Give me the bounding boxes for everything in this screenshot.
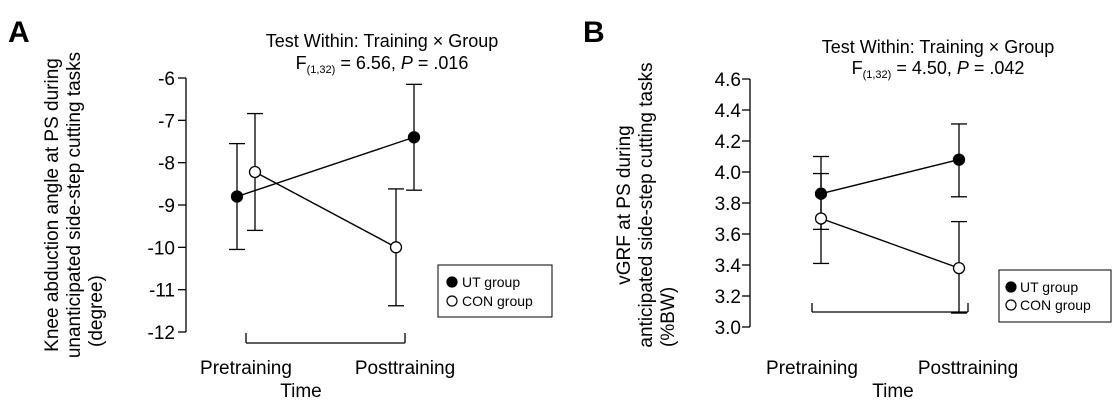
- legend-box: [998, 269, 1112, 323]
- y-tick-label: 3.0: [715, 318, 741, 339]
- y-tick-label: 3.2: [715, 287, 741, 308]
- data-point-con: [952, 261, 966, 275]
- data-point-ut: [814, 187, 828, 200]
- data-markers: [814, 153, 966, 275]
- y-tick-label: -11: [149, 281, 175, 302]
- legend-open-marker: [1005, 299, 1017, 311]
- x-axis: Pretraining Posttraining: [766, 303, 1018, 379]
- x-axis-label: Time: [872, 381, 914, 402]
- data-point-ut: [230, 190, 244, 203]
- y-axis-label-line-2: unanticipated side-step cutting tasks: [64, 52, 85, 358]
- y-tick-label: -7: [158, 111, 175, 132]
- y-axis-label: vGRF at PS during anticipated side-step …: [614, 62, 679, 347]
- x-tick-label: Posttraining: [355, 358, 455, 379]
- chart-stat: F(1,32) = 4.50, P = .042: [852, 58, 1025, 81]
- series-lines: [820, 158, 960, 269]
- legend-open-marker: [446, 295, 458, 307]
- panel-a: A Knee abduction angle at PS during unan…: [8, 16, 553, 402]
- panel-b: B vGRF at PS during anticipated side-ste…: [583, 16, 1112, 402]
- data-point-ut: [952, 153, 966, 166]
- data-markers: [230, 131, 421, 254]
- series-line-con: [254, 171, 397, 248]
- y-tick-label: 4.2: [715, 132, 741, 153]
- data-point-con: [248, 165, 262, 179]
- y-tick-label: 4.0: [715, 163, 741, 184]
- legend: UT group CON group: [437, 264, 553, 318]
- legend-filled-marker: [446, 276, 458, 288]
- legend-filled-marker: [1005, 281, 1017, 293]
- y-tick-label: 3.8: [715, 194, 741, 215]
- chart-stat: F(1,32) = 6.56, P = .016: [296, 53, 469, 76]
- series-lines: [236, 136, 415, 248]
- y-tick-label: -9: [158, 196, 175, 217]
- legend-box: [437, 264, 553, 318]
- error-bars: [813, 123, 967, 314]
- y-tick-label: 3.4: [715, 256, 742, 277]
- data-point-con: [814, 212, 828, 225]
- x-tick-label: Posttraining: [918, 358, 1018, 379]
- y-axis-label-line-3: (%BW): [658, 287, 679, 347]
- x-tick-label: Pretraining: [200, 358, 292, 379]
- legend-entry-ut: UT group: [462, 274, 520, 290]
- legend-entry-ut: UT group: [1020, 279, 1078, 295]
- data-point-con: [389, 241, 403, 254]
- data-point-ut: [407, 131, 421, 144]
- y-axis-label-line-3: (degree): [86, 275, 107, 347]
- legend: UT group CON group: [998, 269, 1112, 323]
- y-axis: 4.6 4.4 4.2 4.0 3.8 3.6 3.4 3.2 3.0: [715, 70, 751, 339]
- series-line-ut: [820, 158, 960, 195]
- x-tick-label: Pretraining: [766, 358, 858, 379]
- x-axis-label: Time: [280, 381, 322, 402]
- y-axis-label: Knee abduction angle at PS during unanti…: [42, 52, 107, 358]
- panel-letter-b: B: [583, 16, 605, 49]
- x-axis: Pretraining Posttraining: [200, 333, 455, 379]
- error-bars: [229, 83, 422, 307]
- chart-title: Test Within: Training × Group: [266, 31, 499, 51]
- y-axis-label-line-1: Knee abduction angle at PS during: [42, 58, 63, 352]
- y-tick-label: -12: [148, 323, 175, 344]
- panel-letter-a: A: [8, 16, 30, 49]
- y-axis-label-line-1: vGRF at PS during: [614, 125, 635, 284]
- y-tick-label: -6: [158, 69, 175, 90]
- y-axis: -6 -7 -8 -9 -10 -11 -12: [148, 69, 187, 344]
- y-tick-label: 4.6: [715, 70, 741, 91]
- legend-entry-con: CON group: [1020, 297, 1091, 313]
- y-tick-label: -10: [148, 238, 175, 259]
- series-line-con: [820, 217, 960, 269]
- legend-entry-con: CON group: [462, 293, 533, 309]
- series-line-ut: [236, 136, 415, 198]
- y-tick-label: 3.6: [715, 225, 741, 246]
- y-axis-label-line-2: anticipated side-step cutting tasks: [636, 62, 657, 347]
- y-tick-label: 4.4: [715, 101, 742, 122]
- y-tick-label: -8: [158, 154, 175, 175]
- chart-title: Test Within: Training × Group: [822, 37, 1055, 57]
